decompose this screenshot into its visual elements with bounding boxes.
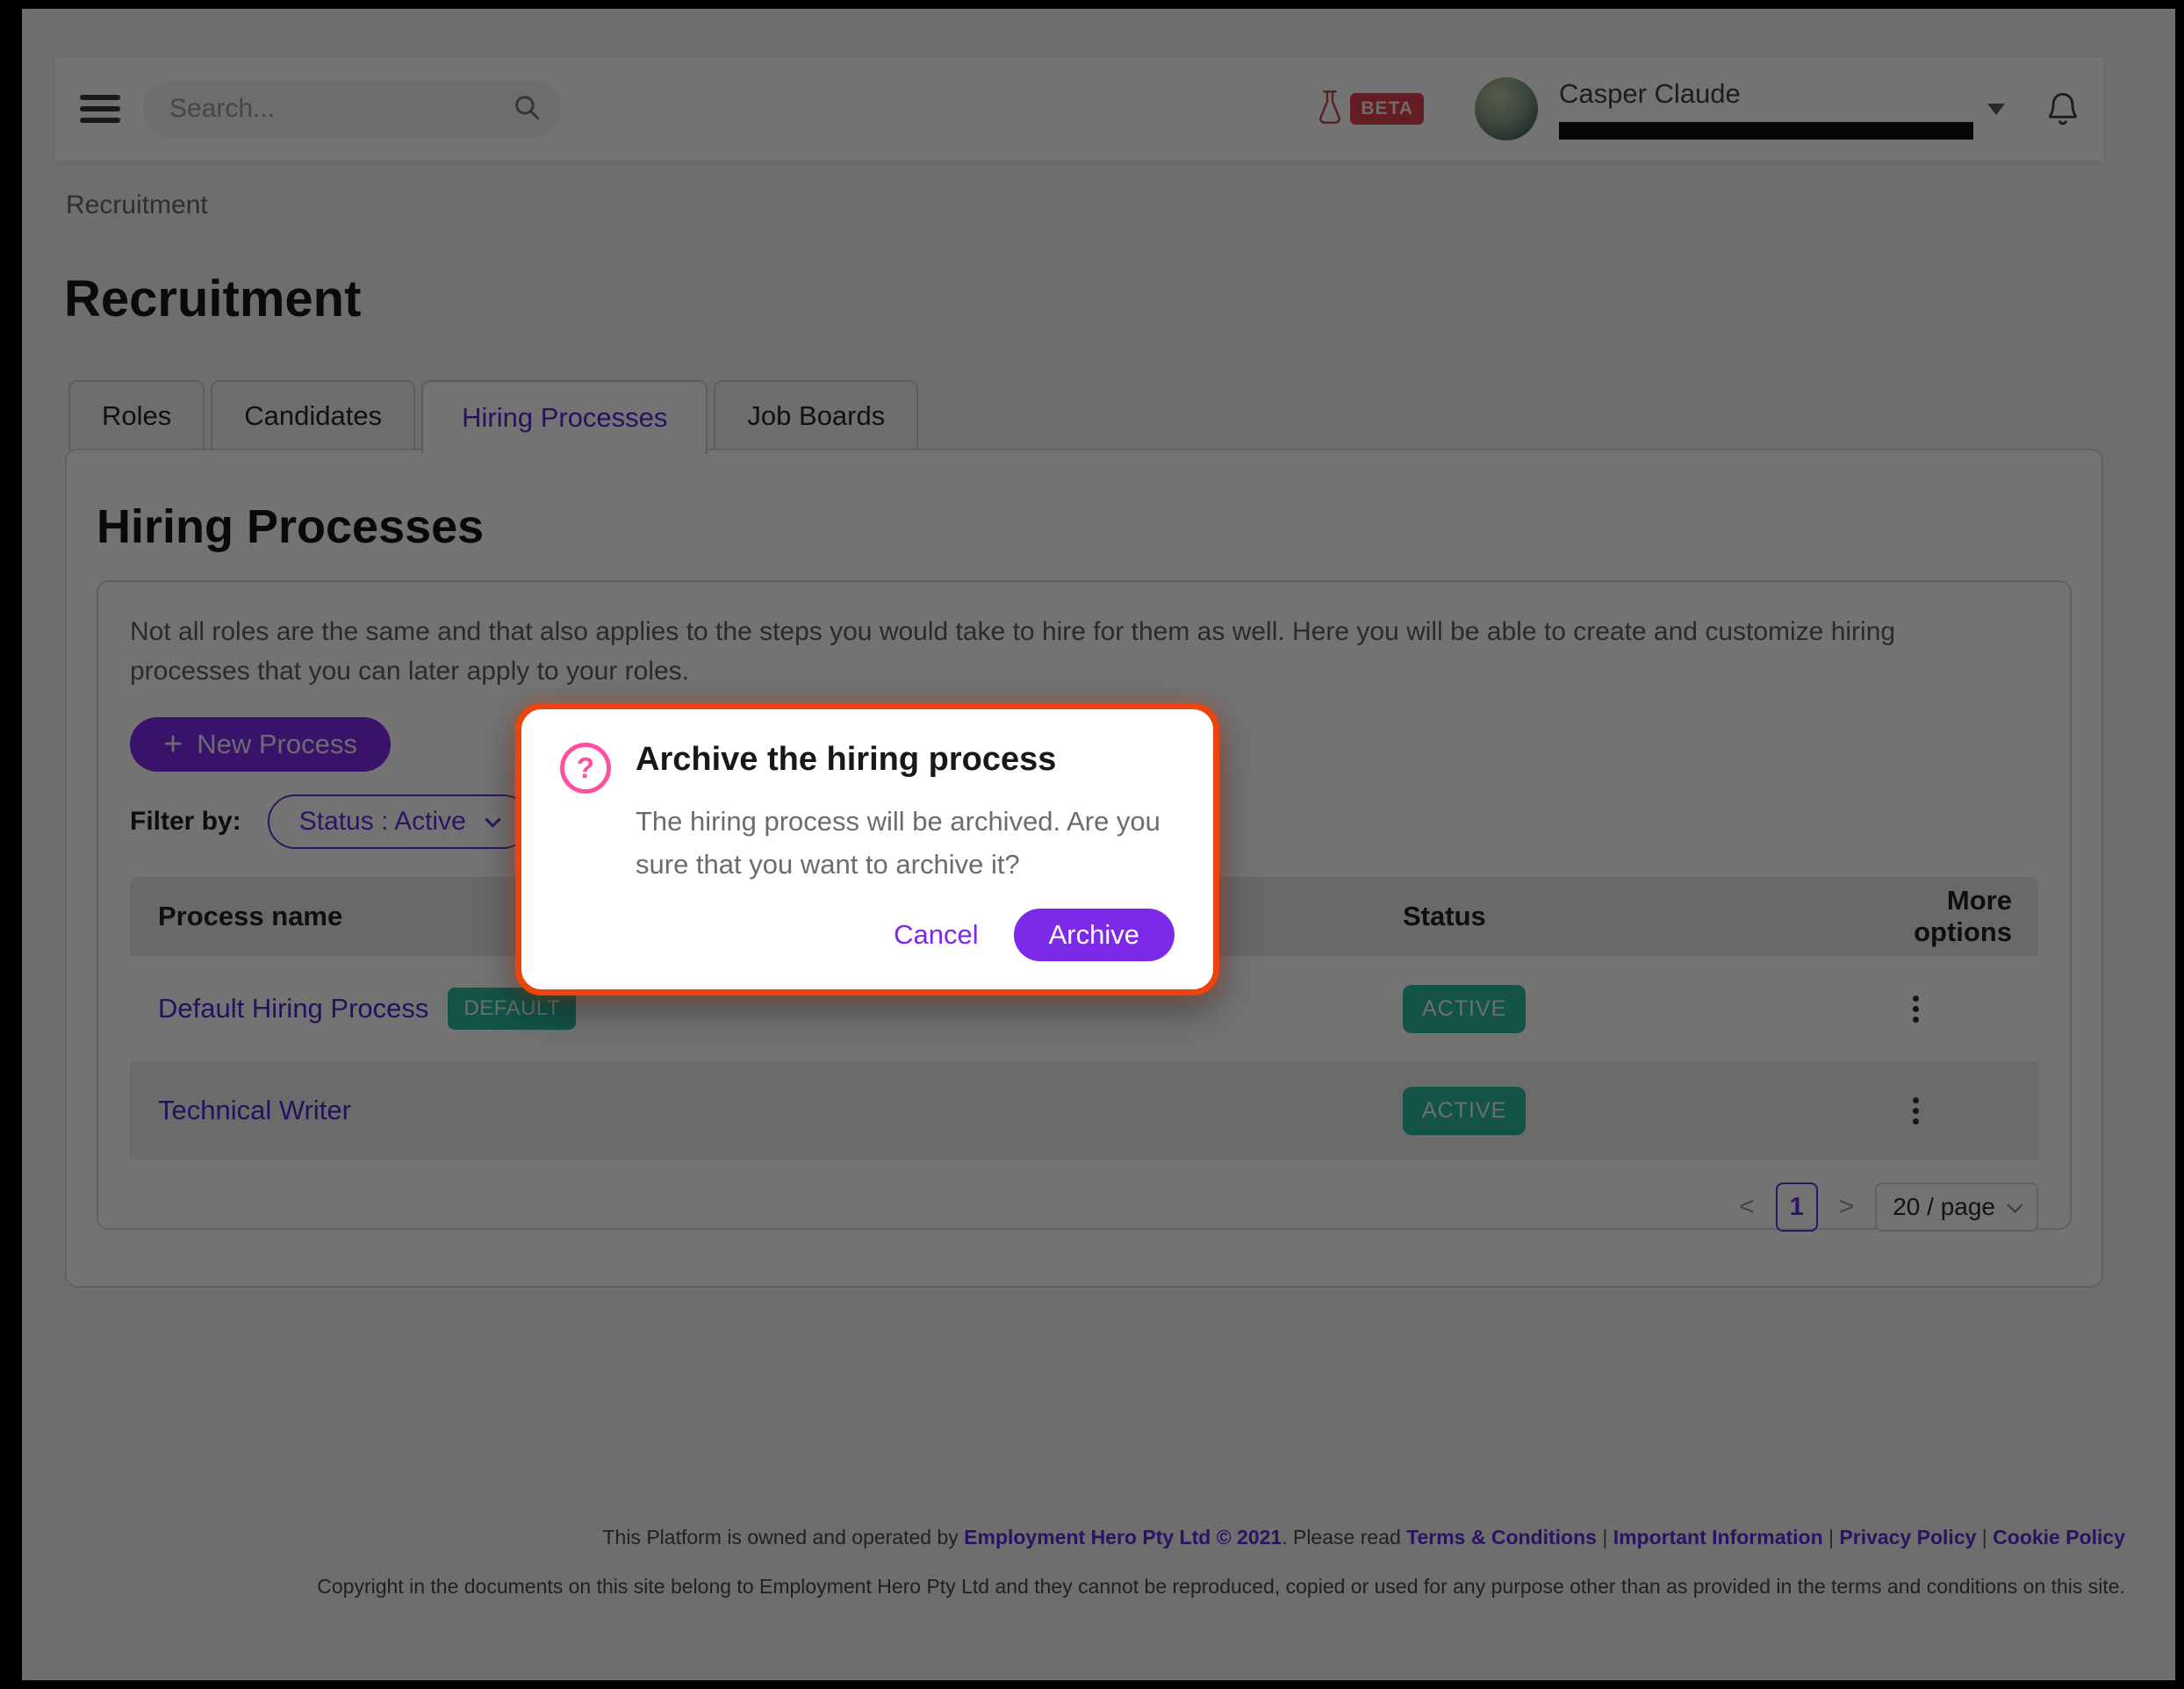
- cancel-button[interactable]: Cancel: [894, 919, 979, 950]
- modal-actions: Cancel Archive: [636, 909, 1175, 961]
- modal-title: Archive the hiring process: [636, 741, 1057, 778]
- archive-button[interactable]: Archive: [1013, 909, 1175, 961]
- question-circle-icon: ?: [560, 743, 611, 794]
- archive-confirmation-modal: ? Archive the hiring process The hiring …: [515, 703, 1219, 995]
- modal-message: The hiring process will be archived. Are…: [636, 806, 1160, 880]
- app-window: BETA Casper Claude Recruitment Recruitme…: [22, 9, 2175, 1680]
- modal-body: Archive the hiring process The hiring pr…: [636, 741, 1175, 961]
